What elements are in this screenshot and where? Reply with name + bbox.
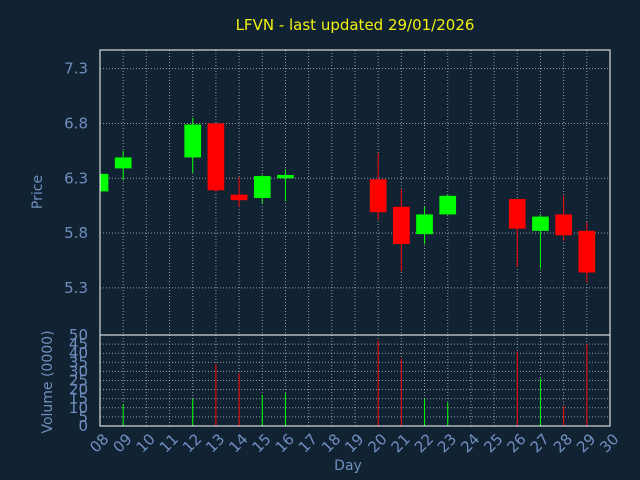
- day-tick-label: 30: [596, 430, 622, 456]
- candle: [207, 123, 225, 193]
- price-tick-label: 5.8: [64, 224, 88, 242]
- candle-body: [277, 174, 294, 179]
- volume-bar: [539, 378, 541, 426]
- candle: [555, 195, 572, 241]
- candle-body: [393, 206, 410, 245]
- volume-tick-label: 45: [69, 335, 88, 353]
- volume-tick-label: 30: [69, 362, 88, 380]
- candle-body: [230, 194, 248, 201]
- volume-bar: [215, 364, 217, 426]
- volume-grid: [99, 334, 611, 427]
- candle: [99, 169, 109, 195]
- candle: [532, 214, 549, 269]
- day-axis-title: Day: [334, 458, 362, 474]
- volume-bar: [284, 393, 286, 426]
- volume-bar: [192, 398, 194, 426]
- price-tick-label: 5.3: [64, 279, 88, 297]
- volume-tick-label: 15: [69, 390, 88, 408]
- candle-body: [416, 214, 433, 235]
- candle-body: [532, 216, 549, 231]
- candle-body: [100, 173, 109, 192]
- volume-tick-label: 10: [69, 399, 88, 417]
- candle-body: [578, 230, 596, 273]
- candle-body: [207, 123, 225, 191]
- candle: [416, 206, 433, 245]
- candle-body: [555, 214, 572, 236]
- candle-body: [508, 199, 526, 229]
- candle: [230, 177, 248, 207]
- volume-bar: [424, 398, 426, 426]
- volume-bar: [261, 395, 263, 426]
- volume-tick-label: 50: [69, 326, 88, 344]
- volume-tick-label: 20: [69, 381, 88, 399]
- chart-title: LFVN - last updated 29/01/2026: [236, 16, 475, 34]
- candle: [393, 189, 410, 272]
- volume-bar: [516, 351, 518, 426]
- price-axis: 7.3 6.8 6.3 5.8 5.3: [64, 60, 88, 297]
- price-axis-title: Price: [30, 175, 46, 209]
- volume-bar: [122, 404, 124, 426]
- candle: [508, 199, 526, 268]
- price-grid: [99, 50, 611, 335]
- candle: [114, 150, 132, 181]
- candle-body: [253, 176, 271, 198]
- volume-plot-frame: [99, 334, 611, 427]
- price-tick-label: 6.3: [64, 169, 88, 187]
- candle-body: [369, 179, 387, 213]
- volume-bar: [238, 373, 240, 426]
- volume-tick-label: 0: [78, 417, 88, 435]
- candle: [277, 169, 294, 202]
- day-axis: 0809101112131415161718192021222324252627…: [86, 430, 622, 456]
- candle-body: [184, 124, 202, 158]
- volume-bars: [99, 340, 588, 426]
- price-tick-label: 7.3: [64, 60, 88, 78]
- candle: [253, 174, 271, 204]
- candle: [439, 194, 457, 215]
- candle: [369, 153, 387, 220]
- volume-axis-title: Volume (0000): [40, 330, 56, 433]
- volume-bar: [563, 405, 565, 426]
- volume-tick-label: 5: [78, 408, 88, 426]
- volume-bar: [377, 340, 379, 426]
- price-candles: [99, 117, 596, 283]
- volume-tick-label: 25: [69, 372, 88, 390]
- candle: [578, 222, 596, 283]
- price-tick-label: 6.8: [64, 114, 88, 132]
- candle: [184, 117, 202, 173]
- volume-bar: [400, 358, 402, 426]
- volume-bar: [586, 344, 588, 426]
- candle-body: [114, 157, 132, 169]
- volume-tick-label: 35: [69, 353, 88, 371]
- volume-tick-label: 40: [69, 344, 88, 362]
- volume-bar: [447, 402, 449, 426]
- candle-body: [439, 195, 457, 215]
